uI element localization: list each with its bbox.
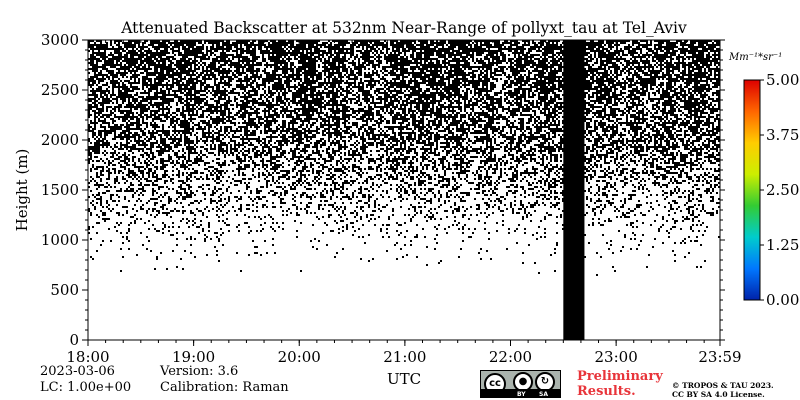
preliminary-line2: Results. (577, 384, 636, 399)
colorbar: 0.00 1.25 2.50 3.75 5.00 Mm⁻¹*sr⁻¹ (728, 52, 799, 309)
preliminary-notice: Preliminary Results. (577, 369, 663, 399)
preliminary-line1: Preliminary (577, 369, 663, 384)
cc-by-label: BY (517, 391, 526, 398)
copyright-line2: CC BY SA 4.0 License. (672, 390, 765, 399)
x-tick-label: 23:00 (595, 348, 638, 366)
x-axis: 18:00 19:00 20:00 21:00 22:00 23:00 23:59 (66, 40, 742, 366)
copyright-notice: © TROPOS & TAU 2023. CC BY SA 4.0 Licens… (672, 381, 774, 399)
colorbar-unit: Mm⁻¹*sr⁻¹ (728, 52, 782, 63)
y-axis: 0 500 1000 1500 2000 2500 3000 (41, 31, 725, 349)
signal-points (88, 40, 720, 276)
footer-lc: LC: 1.00e+00 (40, 380, 132, 395)
y-tick-label: 1500 (41, 181, 79, 199)
x-tick-label: 19:00 (172, 348, 215, 366)
y-tick-label: 3000 (41, 31, 79, 49)
footer-calibration: Calibration: Raman (160, 380, 289, 395)
x-tick-label: 21:00 (383, 348, 426, 366)
y-tick-label: 0 (69, 331, 79, 349)
x-axis-label: UTC (387, 370, 421, 388)
colorbar-ticks: 0.00 1.25 2.50 3.75 5.00 (760, 71, 799, 309)
chart-title: Attenuated Backscatter at 532nm Near-Ran… (120, 19, 687, 37)
colorbar-tick-label: 2.50 (766, 181, 799, 199)
colorbar-gradient (743, 79, 761, 301)
footer-version: Version: 3.6 (160, 364, 239, 379)
footer-date: 2023-03-06 (40, 364, 115, 379)
cc-label-bar: BY SA (481, 389, 560, 398)
x-tick-label: 23:59 (698, 348, 741, 366)
x-tick-label: 18:00 (66, 348, 109, 366)
colorbar-tick-label: 5.00 (766, 71, 799, 89)
y-tick-label: 500 (50, 281, 79, 299)
plot-area (87, 39, 721, 341)
colorbar-tick-label: 3.75 (766, 126, 799, 144)
cc-sa-label: SA (539, 391, 548, 398)
y-tick-label: 2000 (41, 131, 79, 149)
backscatter-points (88, 40, 720, 276)
y-tick-label: 1000 (41, 231, 79, 249)
colorbar-tick-label: 1.25 (766, 236, 799, 254)
data-gap-bar (563, 40, 585, 340)
x-tick-label: 20:00 (278, 348, 321, 366)
y-tick-label: 2500 (41, 81, 79, 99)
copyright-line1: © TROPOS & TAU 2023. (672, 381, 774, 390)
y-axis-label: Height (m) (13, 149, 31, 232)
x-tick-label: 22:00 (489, 348, 532, 366)
cc-license-badge: cc ● ↻ BY SA (480, 370, 561, 398)
colorbar-tick-label: 0.00 (766, 291, 799, 309)
